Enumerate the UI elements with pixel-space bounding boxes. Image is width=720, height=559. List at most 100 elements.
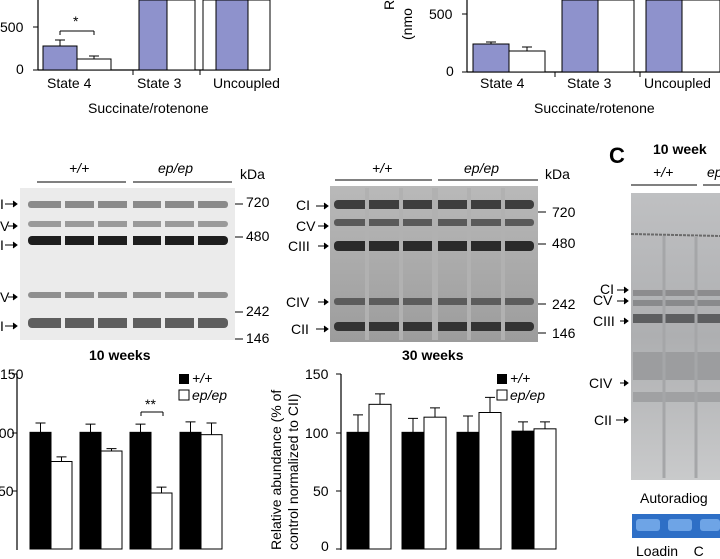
blot-left-bands: [28, 190, 228, 338]
panel-a-ytick-500: 500: [0, 19, 24, 35]
chart-30w-legend-wt: +/+: [510, 370, 531, 386]
error-bar: [106, 448, 117, 451]
panel-a-cat-0: State 4: [47, 75, 92, 91]
panel-c-gel: [631, 193, 720, 480]
blot-right-complex-cv: CV: [296, 218, 316, 234]
panel-c-complex-cv: CV: [593, 292, 613, 308]
chart-30w-ytick-150: 150: [305, 366, 329, 382]
chart-10w-bars: [29, 421, 223, 550]
panel-c-letter: C: [609, 143, 625, 168]
panel-c-complex-civ: CIV: [589, 375, 613, 391]
panel-a-bar: [138, 0, 168, 71]
blot-left-label-1: V: [0, 218, 10, 234]
panel-c-group1: +/+: [653, 164, 674, 180]
panel-b-ytick-500: 500: [429, 6, 453, 22]
bar-mut: [150, 492, 173, 550]
chart-10w-sig-bracket: [140, 411, 164, 416]
blot-right-marker-242: 242: [552, 296, 576, 312]
blot-left-marker-ticks: [235, 203, 243, 340]
blot-left-marker-720: 720: [246, 194, 270, 210]
chart-10w-legend-mut: ep/ep: [192, 387, 228, 403]
panel-a-chart: [33, 0, 271, 75]
panel-c-title: 10 week: [653, 141, 707, 157]
error-bar: [56, 456, 67, 462]
bar-mut: [533, 428, 557, 550]
chart-10w: [12, 373, 223, 550]
panel-a-xlabel: Succinate/rotenone: [88, 100, 209, 116]
blot-left-group2: ep/ep: [158, 160, 194, 176]
chart-30w-ytick-50: 50: [313, 483, 329, 499]
bar-wt: [456, 431, 480, 550]
blot-left-units: kDa: [240, 166, 265, 182]
chart-10w-ytick-100: 100: [0, 425, 15, 441]
blot-right: [316, 179, 546, 342]
blot-right-marker-146: 146: [552, 325, 576, 341]
panel-c-group2: ep: [707, 164, 720, 180]
arrow-icon: [318, 222, 329, 230]
panel-b-errorbar: [522, 46, 532, 51]
panel-a-cat-2: Uncoupled: [213, 75, 280, 91]
blot-left-marker-480: 480: [246, 228, 270, 244]
bar-wt: [401, 431, 425, 550]
chart-30w-bars: [346, 393, 557, 550]
error-bar: [353, 414, 363, 433]
arrow-icon: [616, 416, 629, 424]
gel-band: [633, 314, 720, 323]
panel-c: [616, 184, 720, 538]
arrow-icon: [318, 242, 329, 250]
legend-swatch-mut: [496, 389, 508, 401]
error-bar: [540, 421, 550, 429]
panel-b-bar: [645, 0, 683, 73]
gel-band: [633, 352, 720, 380]
panel-b-cat-0: State 4: [480, 75, 525, 91]
blot-right-marker-ticks: [538, 211, 546, 334]
arrow-icon: [316, 202, 329, 210]
chart-30w-ytick-100: 100: [305, 425, 329, 441]
panel-b-xlabel: Succinate/rotenone: [534, 100, 655, 116]
error-bar: [408, 417, 418, 433]
bar-mut: [200, 434, 223, 550]
blot-right-complex-cii: CII: [291, 321, 309, 337]
panel-b-ylabel-fragment: R: [381, 0, 397, 10]
panel-b-chart: [462, 0, 720, 77]
chart-30w: [336, 373, 557, 550]
panel-b-bar: [561, 0, 599, 73]
legend-swatch-wt: [497, 374, 507, 384]
panel-b-ytick-0: 0: [446, 63, 454, 79]
chart-30w-ylabel: Relative abundance (% of control normali…: [268, 389, 301, 550]
panel-a-sig-star: *: [73, 13, 79, 29]
arrow-icon: [620, 317, 629, 325]
error-bar: [206, 422, 217, 435]
panel-a-bar: [42, 45, 78, 71]
chart-30w-legend-mut: ep/ep: [510, 387, 546, 403]
panel-b-errorbar: [486, 41, 496, 44]
error-bar: [185, 421, 196, 433]
panel-c-arrows: [616, 286, 629, 424]
chart-10w-ytick-150: 150: [0, 366, 24, 382]
bar-mut: [368, 403, 392, 550]
arrow-icon: [8, 293, 18, 301]
gel-band: [633, 300, 720, 306]
panel-a-errorbar: [89, 55, 99, 59]
loading-band: [700, 519, 720, 531]
panel-c-complex-ciii: CIII: [593, 313, 615, 329]
arrow-icon: [316, 325, 329, 333]
arrow-icon: [617, 286, 629, 294]
bar-mut: [50, 461, 73, 550]
bar-wt: [79, 431, 102, 550]
error-bar: [375, 393, 385, 405]
loading-band: [636, 519, 660, 531]
bar-wt: [29, 431, 52, 550]
blot-right-marker-720: 720: [552, 204, 576, 220]
blot-right-complex-ciii: CIII: [288, 238, 310, 254]
panel-a-bar: [215, 0, 249, 71]
blot-left-label-3: V: [0, 289, 10, 305]
blot-left-label-0: I: [0, 196, 4, 212]
error-bar: [518, 421, 528, 432]
arrow-icon: [620, 379, 629, 387]
panel-b-bar: [472, 43, 510, 73]
blot-right-group2: ep/ep: [464, 160, 500, 176]
arrow-icon: [5, 241, 18, 249]
legend-swatch-wt: [179, 374, 189, 384]
